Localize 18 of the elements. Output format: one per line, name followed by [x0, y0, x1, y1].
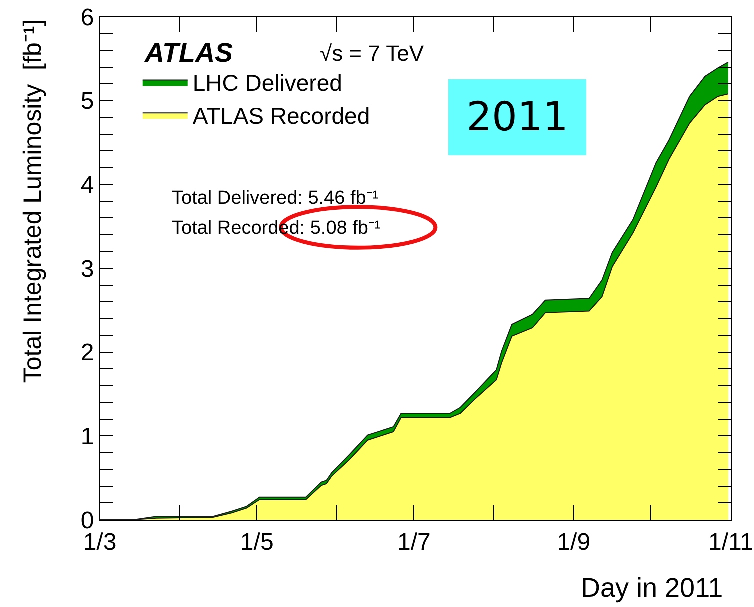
y-tick-label: 1: [80, 424, 94, 451]
y-tick-label: 4: [80, 172, 94, 200]
y-tick-label: 3: [80, 256, 94, 283]
annotation: √s = 7 TeV: [320, 41, 424, 66]
x-tick-label: 1/7: [398, 528, 431, 556]
y-tick-label: 5: [80, 88, 94, 116]
x-tick-label: 1/11: [708, 528, 754, 556]
y-axis-title: Total Integrated Luminosity [fb⁻¹]: [19, 19, 48, 384]
x-tick-label: 1/5: [240, 528, 274, 556]
x-axis-title: Day in 2011: [581, 573, 724, 603]
y-tick-label: 6: [80, 4, 94, 32]
y-tick-label: 2: [80, 340, 94, 367]
x-tick-label: 1/9: [557, 528, 591, 556]
annotation: 2011: [466, 94, 568, 140]
legend-label: ATLAS Recorded: [192, 103, 370, 130]
annotation: Total Delivered: 5.46 fb⁻¹: [172, 188, 379, 209]
annotation: ATLAS: [144, 38, 233, 68]
legend-label: LHC Delivered: [192, 70, 342, 96]
